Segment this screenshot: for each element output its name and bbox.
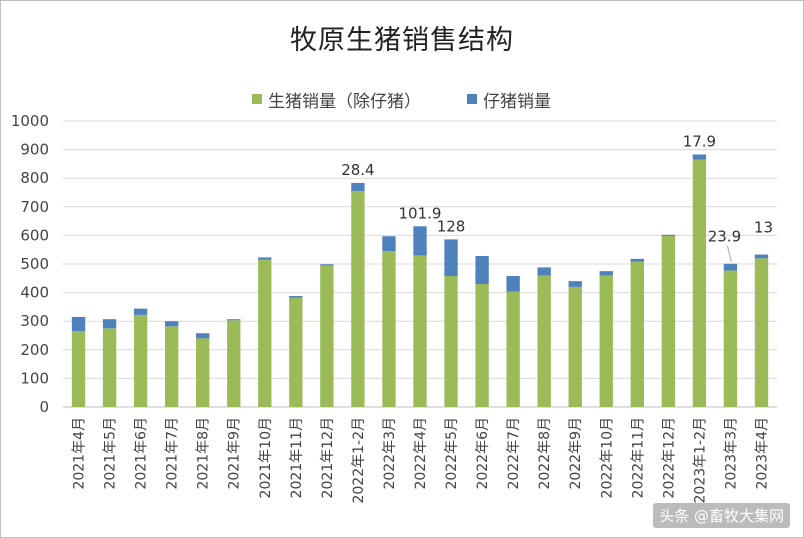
bar-piglets <box>723 263 738 271</box>
bar-finishing-hogs <box>475 284 489 407</box>
x-tick-label: 2022年7月 <box>506 417 522 490</box>
bar-piglets <box>227 319 241 321</box>
x-tick-label: 2021年10月 <box>258 417 274 498</box>
chart-title: 牧原生猪销售结构 <box>290 25 514 56</box>
data-label: 101.9 <box>399 204 442 222</box>
x-tick-label: 2021年11月 <box>289 417 305 498</box>
bar-finishing-hogs <box>692 159 707 407</box>
bar-piglets <box>71 316 86 332</box>
legend-label-finishing-hogs: 生猪销量（除仔猪） <box>268 91 421 112</box>
x-tick-label: 2021年6月 <box>134 417 150 490</box>
x-tick-label: 2021年4月 <box>72 417 88 490</box>
bar-piglets <box>164 321 179 327</box>
bar-piglets <box>568 281 582 287</box>
legend-label-piglets: 仔猪销量 <box>483 91 551 112</box>
bar-piglets <box>537 267 551 276</box>
bar-piglets <box>475 255 489 285</box>
bar-piglets <box>692 154 707 160</box>
bar-piglets <box>506 276 520 292</box>
x-tick-label: 2023年4月 <box>754 417 770 490</box>
y-tick-label: 100 <box>20 369 49 387</box>
data-label-leader <box>726 245 732 262</box>
bar-finishing-hogs <box>258 259 272 407</box>
x-tick-label: 2022年10月 <box>599 417 615 498</box>
bar-piglets <box>599 271 613 276</box>
bar-finishing-hogs <box>568 286 582 407</box>
bar-piglets <box>196 333 210 339</box>
x-tick-label: 2021年5月 <box>103 417 119 490</box>
legend-swatch-finishing-hogs <box>252 94 262 104</box>
legend: 生猪销量（除仔猪） 仔猪销量 <box>252 86 597 112</box>
bar-piglets <box>102 319 117 329</box>
bar-finishing-hogs <box>413 255 427 407</box>
bar-finishing-hogs <box>320 265 334 407</box>
watermark: 头条 @畜牧大集网 <box>653 503 790 528</box>
bar-piglets <box>413 226 427 256</box>
x-tick-label: 2022年12月 <box>661 417 677 498</box>
bar-piglets <box>661 234 676 236</box>
bar-finishing-hogs <box>351 191 365 407</box>
y-tick-label: 200 <box>20 341 49 359</box>
data-label: 17.9 <box>683 132 716 150</box>
bar-finishing-hogs <box>444 276 458 407</box>
x-tick-label: 2022年4月 <box>413 417 429 490</box>
bar-piglets <box>289 296 303 298</box>
data-label: 13 <box>754 219 773 237</box>
x-tick-label: 2022年1-2月 <box>351 417 367 504</box>
data-label: 128 <box>437 217 466 235</box>
y-tick-label: 700 <box>20 198 49 216</box>
bar-finishing-hogs <box>382 251 396 407</box>
x-tick-label: 2022年11月 <box>630 417 646 498</box>
x-tick-label: 2023年1-2月 <box>692 417 708 504</box>
y-tick-label: 800 <box>20 169 49 187</box>
bar-piglets <box>258 257 272 260</box>
y-tick-label: 300 <box>20 312 49 330</box>
x-tick-label: 2021年8月 <box>196 417 212 490</box>
x-tick-label: 2021年12月 <box>320 417 336 498</box>
x-tick-label: 2021年7月 <box>165 417 181 490</box>
x-tick-label: 2022年8月 <box>537 417 553 490</box>
legend-swatch-piglets <box>467 94 477 104</box>
bar-piglets <box>382 236 396 252</box>
y-tick-label: 500 <box>20 255 49 273</box>
y-tick-label: 0 <box>39 398 49 416</box>
bar-finishing-hogs <box>723 270 738 407</box>
bar-piglets <box>630 258 644 262</box>
bar-finishing-hogs <box>506 291 520 407</box>
bar-finishing-hogs <box>537 275 551 407</box>
bar-finishing-hogs <box>102 328 117 407</box>
legend-item-finishing-hogs: 生猪销量（除仔猪） <box>252 87 421 112</box>
bar-finishing-hogs <box>133 314 148 407</box>
bar-piglets <box>320 264 334 266</box>
bar-finishing-hogs <box>164 326 179 407</box>
bar-piglets <box>754 254 769 259</box>
bar-piglets <box>351 182 365 192</box>
x-tick-label: 2022年3月 <box>382 417 398 490</box>
bar-piglets <box>133 308 148 315</box>
bar-finishing-hogs <box>196 338 210 407</box>
legend-item-piglets: 仔猪销量 <box>467 87 551 112</box>
x-tick-label: 2021年9月 <box>227 417 243 490</box>
y-tick-label: 900 <box>20 141 49 159</box>
bar-finishing-hogs <box>599 275 613 407</box>
y-tick-label: 400 <box>20 284 49 302</box>
y-tick-label: 1000 <box>11 112 49 130</box>
bar-piglets <box>444 239 458 277</box>
x-tick-label: 2023年3月 <box>723 417 739 490</box>
bar-finishing-hogs <box>630 261 644 407</box>
bar-finishing-hogs <box>754 258 769 407</box>
x-tick-label: 2022年6月 <box>475 417 491 490</box>
x-tick-label: 2022年9月 <box>568 417 584 490</box>
data-label: 23.9 <box>708 228 741 246</box>
y-tick-label: 600 <box>20 226 49 244</box>
bar-finishing-hogs <box>289 297 303 407</box>
data-label: 28.4 <box>341 161 374 179</box>
bar-finishing-hogs <box>227 320 241 407</box>
bar-finishing-hogs <box>661 235 676 407</box>
x-tick-label: 2022年5月 <box>444 417 460 490</box>
bar-finishing-hogs <box>71 331 86 407</box>
